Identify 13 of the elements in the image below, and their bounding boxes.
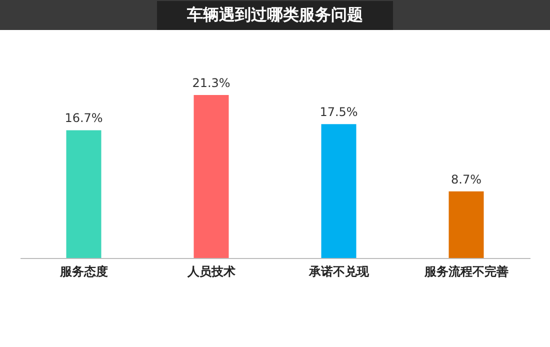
x-tick-label: 服务流程不完善	[423, 264, 508, 278]
x-tick-label: 承诺不兑现	[308, 264, 370, 278]
x-tick-label: 人员技术	[186, 264, 236, 278]
bar	[66, 130, 102, 258]
data-label: 16.7%	[64, 111, 103, 126]
data-label: 8.7%	[451, 172, 482, 186]
data-label: 17.5%	[320, 105, 358, 120]
bar	[448, 191, 484, 258]
data-label: 21.3%	[192, 76, 230, 90]
chart-title: 车辆遇到过哪类服务问题	[157, 0, 393, 30]
bar	[321, 124, 356, 258]
bar	[194, 95, 229, 258]
x-tick-label: 服务态度	[58, 264, 108, 278]
